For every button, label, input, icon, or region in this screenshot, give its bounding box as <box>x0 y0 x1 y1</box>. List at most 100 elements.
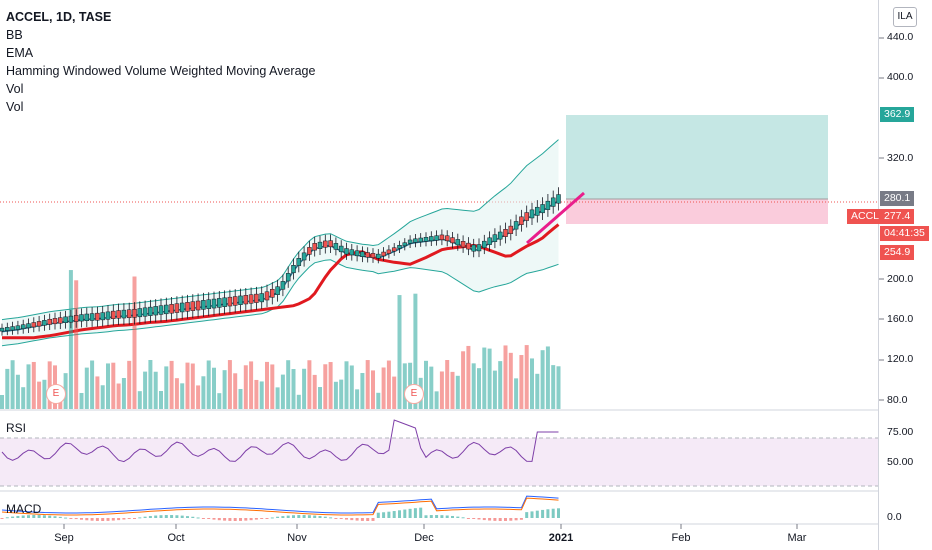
volume-bar <box>116 383 121 409</box>
candle-body <box>0 327 5 332</box>
macd-histogram-bar <box>276 516 280 518</box>
volume-bar <box>455 375 460 409</box>
candle-body <box>338 245 344 253</box>
volume-bar <box>540 350 545 409</box>
earnings-marker[interactable]: E <box>46 384 66 404</box>
candle-body <box>217 298 222 308</box>
candle-body <box>195 300 201 311</box>
legend-symbol[interactable]: ACCEL, 1D, TASE <box>6 10 112 24</box>
candle-body <box>190 301 196 311</box>
candle-body <box>460 241 466 248</box>
volume-bar <box>323 364 328 409</box>
macd-histogram-bar <box>16 515 20 518</box>
legend-indicator-bb[interactable]: BB <box>6 28 23 42</box>
candle-body <box>471 244 476 252</box>
volume-bar <box>121 378 126 409</box>
volume-bar <box>143 371 148 409</box>
price-tick: 440.0 <box>887 31 914 43</box>
candle-body <box>285 273 291 282</box>
volume-bar <box>402 363 407 409</box>
candle-body <box>524 212 529 221</box>
last-price-tag: 280.1 <box>880 191 915 206</box>
macd-histogram-bar <box>286 515 290 518</box>
candle-body <box>540 204 545 214</box>
candle-body <box>296 258 302 266</box>
candle-body <box>312 243 317 251</box>
macd-histogram-bar <box>403 509 407 518</box>
volume-bar <box>519 355 524 409</box>
stop-zone <box>566 199 828 224</box>
macd-histogram-bar <box>95 518 99 521</box>
candle-body <box>275 286 280 295</box>
macd-histogram-bar <box>5 517 9 519</box>
bollinger-lower <box>1 259 559 347</box>
macd-signal-line <box>1 497 559 516</box>
volume-bar <box>5 368 10 409</box>
candle-body <box>391 247 397 252</box>
candle-body <box>476 244 482 252</box>
volume-bar <box>376 392 381 409</box>
volume-bar <box>137 391 142 409</box>
price-tick: 120.0 <box>887 353 914 365</box>
candle-body <box>142 307 148 317</box>
macd-histogram-bar <box>440 515 444 518</box>
time-label: Nov <box>287 532 307 544</box>
volume-bar <box>450 371 455 409</box>
volume-bar <box>371 370 375 409</box>
candle-body <box>497 231 503 240</box>
legend-indicator-ema[interactable]: EMA <box>6 46 34 60</box>
candle-body <box>153 306 158 316</box>
macd-histogram-bar <box>398 510 401 518</box>
macd-histogram-bar <box>477 518 481 520</box>
legend-indicator-vol-2[interactable]: Vol <box>6 100 24 114</box>
candle-body <box>52 318 58 325</box>
macd-histogram-bar <box>228 518 232 521</box>
volume-bar <box>360 373 365 409</box>
macd-histogram-bar <box>281 516 285 518</box>
candle-body <box>15 325 21 330</box>
rsi-pane-label[interactable]: RSI <box>6 421 27 435</box>
earnings-marker[interactable]: E <box>404 384 424 404</box>
volume-bar <box>296 394 301 409</box>
macd-pane-label[interactable]: MACD <box>6 502 42 516</box>
bollinger-upper <box>1 139 559 321</box>
macd-histogram-bar <box>419 507 423 518</box>
macd-histogram-bar <box>371 518 375 521</box>
rsi-tick: 75.00 <box>887 426 914 438</box>
volume-bar <box>217 393 222 409</box>
macd-histogram-bar <box>472 518 476 519</box>
candle-body <box>116 310 121 319</box>
candle-body <box>354 250 360 257</box>
candle-body <box>550 197 556 207</box>
legend-indicator-hwvwma[interactable]: Hamming Windowed Volume Weighted Moving … <box>6 64 316 78</box>
legend-indicator-vol-1[interactable]: Vol <box>6 82 24 96</box>
volume-bar <box>84 367 89 409</box>
volume-bar <box>196 385 201 409</box>
candle-body <box>444 235 450 242</box>
candle-body <box>243 295 249 305</box>
target-zone <box>566 115 828 199</box>
price-tick: 80.0 <box>887 394 908 406</box>
macd-histogram-bar <box>175 515 179 518</box>
macd-histogram-bar <box>58 516 62 518</box>
candle-body <box>370 253 376 258</box>
macd-histogram-bar <box>244 518 248 521</box>
macd-tick: 0.0 <box>887 511 902 523</box>
candle-body <box>206 299 211 309</box>
volume-bar <box>159 390 163 409</box>
macd-histogram-bar <box>482 518 486 521</box>
macd-histogram-bar <box>180 515 184 518</box>
volume-bar <box>153 371 158 409</box>
candle-body <box>301 252 307 261</box>
candle-body <box>328 240 333 248</box>
volume-bar <box>106 363 110 409</box>
volume-bar <box>164 366 169 409</box>
candle-body <box>386 249 392 254</box>
currency-button[interactable]: ILA <box>893 7 917 27</box>
candle-body <box>222 297 227 307</box>
macd-histogram-bar <box>355 518 359 521</box>
volume-bar <box>280 374 285 409</box>
candle-body <box>439 234 445 241</box>
time-label: Mar <box>787 532 807 544</box>
